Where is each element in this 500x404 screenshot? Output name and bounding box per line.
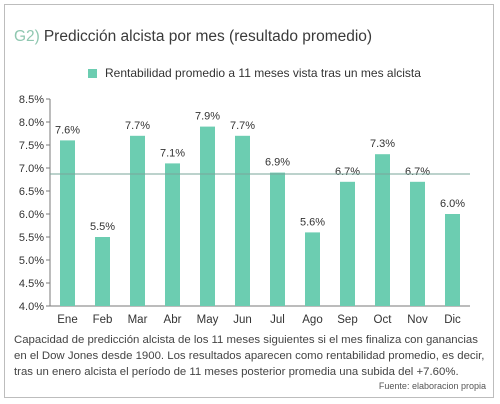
data-label: 6.0% — [440, 198, 465, 210]
legend-label: Rentabilidad promedio a 11 meses vista t… — [105, 66, 421, 80]
x-tick-label: May — [197, 314, 219, 326]
bar — [410, 181, 425, 306]
data-label: 7.9% — [195, 111, 220, 123]
bar — [200, 126, 215, 306]
data-label: 7.7% — [125, 120, 150, 132]
y-tick-label: 8.0% — [19, 117, 44, 129]
chart-title-text: Predicción alcista por mes (resultado pr… — [43, 28, 373, 45]
data-label: 6.9% — [265, 157, 290, 169]
y-tick-label: 6.0% — [19, 209, 44, 221]
data-label: 7.7% — [230, 120, 255, 132]
chart-caption: Capacidad de predicción alcista de los 1… — [14, 334, 485, 378]
x-tick-label: Oct — [374, 314, 393, 326]
y-tick-label: 5.5% — [19, 232, 44, 244]
data-label: 7.6% — [55, 124, 80, 136]
bar — [375, 154, 390, 306]
x-tick-label: Nov — [407, 314, 428, 326]
chart-number: G2) — [14, 28, 40, 45]
y-tick-label: 8.5% — [19, 94, 44, 106]
x-tick-label: Ago — [302, 314, 322, 326]
x-tick-label: Ene — [57, 314, 77, 326]
data-label: 7.1% — [160, 147, 185, 159]
bar — [305, 232, 320, 306]
data-label: 6.7% — [405, 166, 430, 178]
x-tick-label: Jul — [270, 314, 285, 326]
source-note: Fuente: elaboracion propia — [378, 381, 486, 391]
y-tick-label: 7.5% — [19, 140, 44, 152]
bar — [445, 214, 460, 306]
y-tick-label: 7.0% — [19, 163, 44, 175]
bar — [95, 237, 110, 306]
x-tick-label: Mar — [128, 314, 148, 326]
x-tick-label: Dic — [444, 314, 461, 326]
bar — [340, 181, 355, 306]
x-tick-label: Abr — [164, 314, 182, 326]
legend: Rentabilidad promedio a 11 meses vista t… — [88, 66, 421, 80]
chart-title: G2) Predicción alcista por mes (resultado… — [14, 28, 372, 46]
y-tick-label: 5.0% — [19, 255, 44, 267]
bar — [270, 172, 285, 306]
bar — [165, 163, 180, 306]
y-tick-label: 4.5% — [19, 278, 44, 290]
bar — [60, 140, 75, 306]
data-label: 5.6% — [300, 216, 325, 228]
data-label: 5.5% — [90, 221, 115, 233]
data-label: 7.3% — [370, 138, 395, 150]
bar — [235, 135, 250, 306]
data-label: 6.7% — [335, 166, 360, 178]
y-tick-label: 4.0% — [19, 301, 44, 313]
legend-swatch — [88, 68, 97, 78]
x-tick-label: Feb — [93, 314, 113, 326]
bar — [130, 135, 145, 306]
y-tick-label: 6.5% — [19, 186, 44, 198]
x-tick-label: Jun — [233, 314, 252, 326]
x-tick-label: Sep — [337, 314, 357, 326]
